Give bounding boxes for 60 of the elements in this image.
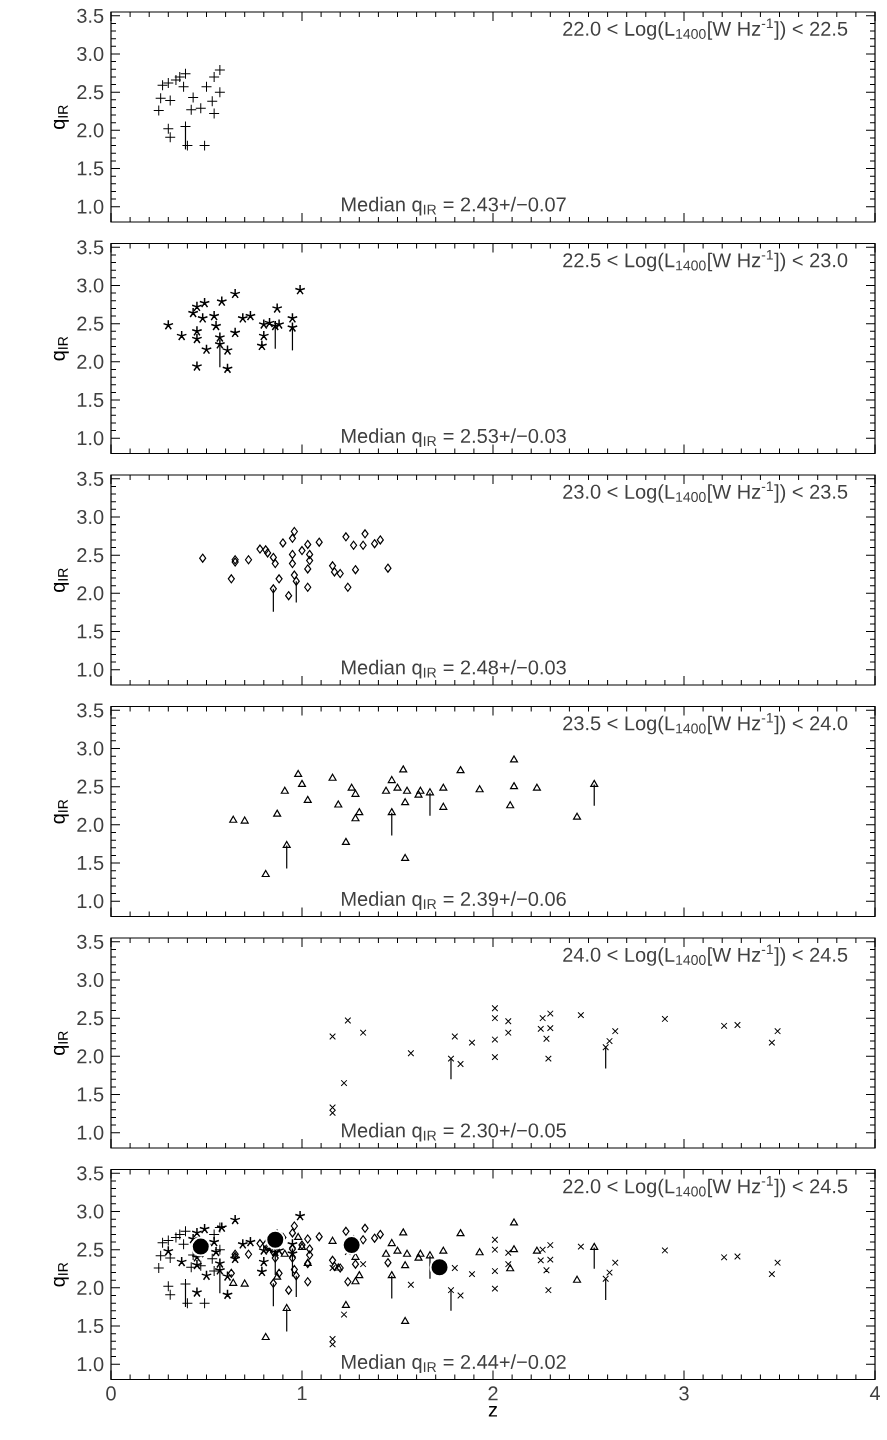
y-tick-label: 1.5 [77,624,104,639]
y-tick-label: 2.0 [77,817,104,832]
y-tick-label: 1.0 [77,1357,104,1372]
y-tick-label: 1.5 [77,856,104,871]
y-tick-label: 3.5 [77,240,104,255]
y-tick-label: 3.5 [77,1166,104,1181]
annotation: 23.5 < Log(L$_{1400}$[W Hz$^{-1}$]) < 24.0 [563,712,848,735]
x-axis-title: z [488,1406,497,1417]
x-tick-label: 2 [488,1386,498,1401]
annotation: 22.0 < Log(L$_{1400}$[W Hz$^{-1}$]) < 22.5 [563,18,848,40]
annotation: Median q$_{IR}$ = 2.30+/−0.05 [342,1122,566,1142]
annotation: Median q$_{IR}$ = 2.39+/−0.06 [342,891,566,910]
x-tick-label: 3 [679,1386,689,1401]
y-tick-label: 1.0 [77,431,104,446]
y-tick-label: 3.5 [77,703,104,718]
y-tick-label: 3.0 [77,46,104,62]
y-tick-label: 1.0 [77,662,104,677]
annotation: Median q$_{IR}$ = 2.48+/−0.03 [342,659,566,679]
y-tick-label: 1.0 [77,1125,104,1140]
y-tick-label: 2.5 [77,779,104,794]
y-tick-label: 3.5 [77,934,104,949]
y-tick-label: 2.5 [77,1242,104,1257]
y-tick-label: 1.5 [77,1319,104,1334]
annotation: 24.0 < Log(L$_{1400}$[W Hz$^{-1}$]) < 24.5 [563,944,848,966]
y-tick-label: 3.5 [77,8,104,23]
y-tick-label: 3.0 [77,741,104,756]
annotation: 22.0 < Log(L$_{1400}$[W Hz$^{-1}$]) < 24.5 [563,1176,848,1198]
y-axis-title: q$_{IR}$ [53,568,69,592]
y-tick-label: 2.0 [77,1280,104,1295]
y-tick-label: 2.0 [77,354,104,369]
y-tick-label: 3.0 [77,278,104,293]
y-tick-label: 1.0 [77,199,104,214]
annotation: Median q$_{IR}$ = 2.44+/−0.02 [342,1354,566,1373]
y-tick-label: 1.5 [77,1087,104,1102]
annotation: 23.0 < Log(L$_{1400}$[W Hz$^{-1}$]) < 23.5 [563,481,848,503]
annotation: Median q$_{IR}$ = 2.53+/−0.03 [342,428,566,447]
y-tick-label: 3.0 [77,509,104,525]
y-axis-title: q$_{IR}$ [53,1031,69,1055]
y-axis-title: q$_{IR}$ [53,336,69,361]
y-tick-label: 3.5 [77,471,104,486]
y-tick-label: 2.0 [77,123,104,138]
y-tick-label: 1.5 [77,393,104,408]
y-tick-label: 2.5 [77,1011,104,1026]
x-tick-label: 1 [297,1386,307,1401]
y-tick-label: 1.5 [77,161,104,176]
y-tick-label: 2.5 [77,316,104,331]
x-tick-label: 0 [106,1386,116,1401]
annotation: 22.5 < Log(L$_{1400}$[W Hz$^{-1}$]) < 23.0 [563,249,848,272]
y-tick-label: 1.0 [77,894,104,909]
x-tick-label: 4 [869,1386,880,1401]
y-tick-label: 2.5 [77,85,104,100]
y-tick-label: 2.0 [77,586,104,601]
y-tick-label: 3.0 [77,1204,104,1219]
y-tick-label: 3.0 [77,972,104,988]
y-axis-title: q$_{IR}$ [53,799,69,824]
y-tick-label: 2.0 [77,1049,104,1064]
annotation: Median q$_{IR}$ = 2.43+/−0.07 [342,196,566,216]
y-axis-title: q$_{IR}$ [53,105,69,129]
y-axis-title: q$_{IR}$ [53,1262,69,1287]
y-tick-label: 2.5 [77,548,104,563]
